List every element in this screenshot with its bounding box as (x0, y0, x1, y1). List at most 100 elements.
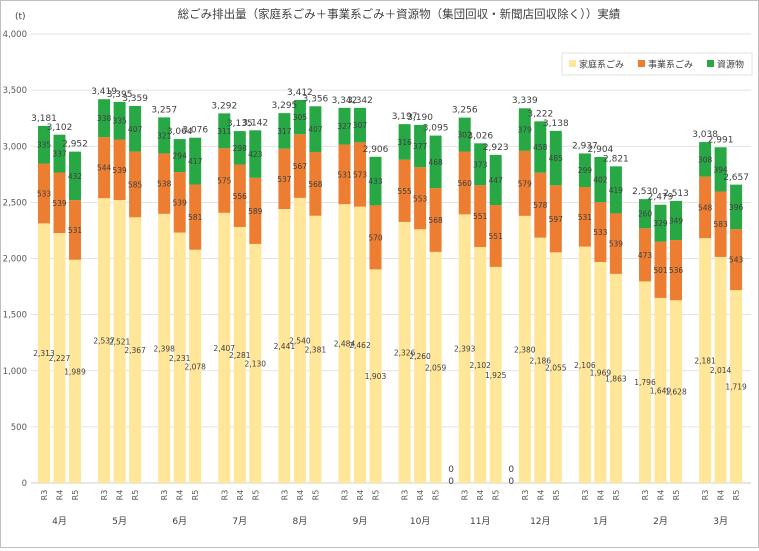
bar-segment-katei (53, 233, 66, 483)
bar-segment-shigen (518, 108, 531, 151)
data-label-shigen: 327 (337, 122, 352, 131)
bar-segment-katei (654, 297, 667, 483)
data-label-shigen: 407 (308, 125, 323, 134)
data-label-katei: 2,441 (274, 342, 296, 351)
legend-swatch-shigen (707, 60, 714, 67)
data-label-jigyo: 531 (337, 170, 352, 179)
data-label-total: 2,530 (632, 187, 658, 197)
data-label-jigyo: 544 (97, 164, 112, 173)
bar-segment-katei (429, 251, 442, 483)
data-label-total: 3,135 (227, 119, 253, 129)
bar-segment-katei (474, 247, 487, 483)
data-label-jigyo: 568 (308, 180, 323, 189)
bar-segment-jigyo (309, 151, 322, 216)
data-label-shigen: 377 (413, 142, 428, 151)
x-tick-label-month: 8月 (293, 516, 308, 527)
data-label-shigen: 458 (533, 143, 548, 152)
data-label-shigen: 423 (248, 150, 263, 159)
data-label-katei: 1,925 (485, 371, 507, 380)
x-tick-label-month: 1月 (593, 516, 608, 527)
x-tick-label-year: R5 (612, 490, 621, 501)
x-tick-label-year: R4 (657, 490, 666, 501)
x-tick-label-year: R5 (131, 490, 140, 501)
y-tick-label: 2,500 (3, 198, 27, 208)
bars (38, 99, 743, 484)
bar-segment-katei (129, 217, 142, 483)
bar-segment-katei (730, 290, 743, 483)
y-tick-label: 1,500 (3, 311, 27, 321)
bar-segment-jigyo (639, 228, 651, 282)
data-label-jigyo: 538 (157, 180, 172, 189)
bar-segment-shigen (369, 156, 382, 206)
data-label-katei: 1,989 (64, 367, 86, 376)
y-tick-label: 0 (22, 479, 27, 489)
x-tick-label-year: R3 (581, 490, 590, 501)
x-tick-label-year: R3 (401, 490, 410, 501)
data-label-shigen: 402 (593, 176, 608, 185)
data-label-katei: 1,719 (725, 383, 747, 392)
data-label-total: 3,142 (242, 118, 268, 128)
bar-segment-shigen (398, 124, 411, 160)
bar-segment-shigen (38, 125, 50, 164)
bar-segment-jigyo (293, 134, 306, 198)
data-label-shigen: 311 (217, 127, 232, 136)
x-tick-label-year: R4 (356, 490, 365, 501)
bar-segment-katei (173, 232, 186, 483)
bar-segment-katei (639, 281, 651, 483)
bar-segment-jigyo (98, 137, 111, 199)
data-label-total: 2,513 (663, 189, 689, 199)
bar-segment-shigen (53, 134, 66, 173)
legend-box (561, 52, 753, 76)
data-label-jigyo: 548 (698, 203, 713, 212)
bar-segment-jigyo (189, 184, 202, 250)
x-tick-label-year: R5 (432, 490, 441, 501)
bar-segment-katei (670, 300, 682, 483)
data-labels: 2,313 533 335 3,181 2,227 539 337 3,102 1,989 531… (31, 87, 749, 487)
x-tick-label-year: R5 (251, 490, 260, 501)
bar-segment-jigyo (534, 172, 547, 238)
data-label-jigyo: 585 (128, 180, 143, 189)
data-label-jigyo: 551 (489, 232, 504, 241)
zero-label: 0 (448, 477, 454, 487)
bar-segment-jigyo (69, 200, 81, 260)
data-label-shigen: 373 (473, 160, 488, 169)
bar-segment-katei (98, 198, 111, 484)
x-tick-label-year: R5 (191, 490, 200, 501)
bar-segment-katei (233, 226, 246, 483)
bar-segment-shigen (699, 142, 712, 177)
data-label-jigyo: 473 (638, 251, 653, 260)
bar-segment-jigyo (233, 164, 246, 227)
data-label-total: 3,342 (332, 96, 358, 106)
bar-segment-jigyo (158, 153, 171, 214)
bar-segment-jigyo (249, 177, 262, 244)
data-label-shigen: 299 (578, 166, 593, 175)
data-label-jigyo: 570 (368, 233, 383, 242)
data-label-shigen: 307 (353, 121, 368, 130)
bar-segment-shigen (98, 99, 111, 138)
bar-segment-jigyo (654, 241, 667, 298)
bar-segment-shigen (670, 200, 682, 241)
data-label-jigyo: 536 (669, 266, 684, 275)
data-label-katei: 2,102 (469, 361, 491, 370)
x-tick-label-month: 9月 (353, 516, 368, 527)
x-tick-label-year: R3 (521, 490, 530, 501)
data-label-katei: 2,326 (394, 348, 416, 357)
data-label-shigen: 317 (277, 127, 292, 136)
bar-segment-shigen (189, 137, 202, 185)
data-label-jigyo: 543 (729, 256, 744, 265)
data-label-jigyo: 539 (609, 240, 624, 249)
bar-segment-jigyo (218, 148, 231, 213)
bar-segment-katei (293, 197, 306, 483)
data-label-total: 2,479 (648, 193, 674, 203)
chart-title: 総ごみ排出量（家庭系ごみ＋事業系ごみ＋資源物（集団回収・新聞店回収除く））実績 (178, 7, 621, 21)
x-tick-label-year: R4 (536, 490, 545, 501)
data-label-katei: 2,281 (229, 351, 251, 360)
bar-segment-katei (714, 256, 727, 483)
data-label-katei: 1,649 (650, 386, 672, 395)
data-label-jigyo: 556 (233, 192, 248, 201)
y-axis-unit-label: (t) (15, 12, 26, 22)
data-label-total: 3,095 (423, 124, 449, 134)
bar-segment-shigen (654, 204, 667, 242)
data-label-total: 3,181 (31, 114, 57, 124)
legend-swatch-jigyo (638, 60, 645, 67)
